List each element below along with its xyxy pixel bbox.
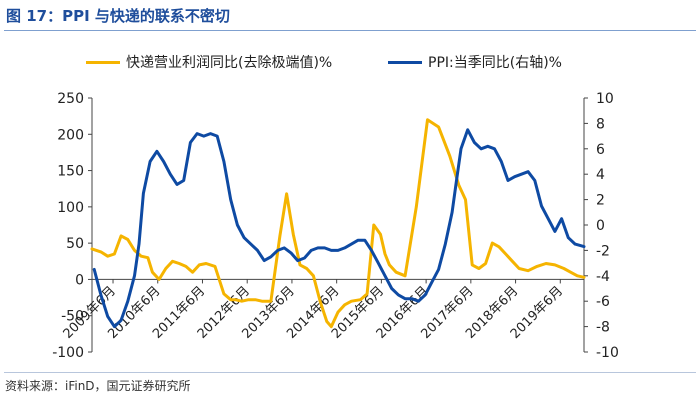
- series-line-right-axis: [92, 128, 586, 329]
- legend-swatch-left-series: [86, 61, 120, 64]
- legend-swatch-right-series: [388, 61, 422, 64]
- right-y-tick-label: -8: [596, 320, 610, 336]
- series-line-left-axis: [90, 118, 586, 329]
- left-y-tick-label: -50: [61, 309, 84, 325]
- left-y-tick-label: 0: [75, 272, 84, 288]
- left-y-tick-label: 150: [57, 164, 84, 180]
- figure-title: 图 17：PPI 与快递的联系不密切: [6, 7, 230, 25]
- right-y-tick-label: -10: [596, 345, 619, 361]
- left-y-tick-label: 250: [57, 91, 84, 107]
- left-y-tick-label: 100: [57, 200, 84, 216]
- footer-divider: [4, 372, 696, 373]
- right-y-tick-label: 0: [596, 218, 605, 234]
- right-y-tick-label: 2: [596, 193, 605, 209]
- left-y-tick-label: 200: [57, 127, 84, 143]
- right-y-tick-label: -4: [596, 269, 610, 285]
- right-y-tick-label: -6: [596, 294, 610, 310]
- right-y-tick-label: -2: [596, 243, 610, 259]
- legend-label-left-series: 快递营业利润同比(去除极端值)%: [126, 55, 333, 71]
- right-y-tick-label: 10: [596, 91, 614, 107]
- legend-label-right-series: PPI:当季同比(右轴)%: [428, 55, 562, 71]
- right-y-tick-label: 8: [596, 116, 605, 132]
- left-y-tick-label: -100: [52, 345, 84, 361]
- right-y-tick-label: 4: [596, 167, 605, 183]
- title-divider: [4, 30, 696, 31]
- right-y-tick-label: 6: [596, 142, 605, 158]
- source-note: 资料来源：iFinD，国元证券研究所: [5, 379, 191, 393]
- left-y-tick-label: 50: [66, 236, 84, 252]
